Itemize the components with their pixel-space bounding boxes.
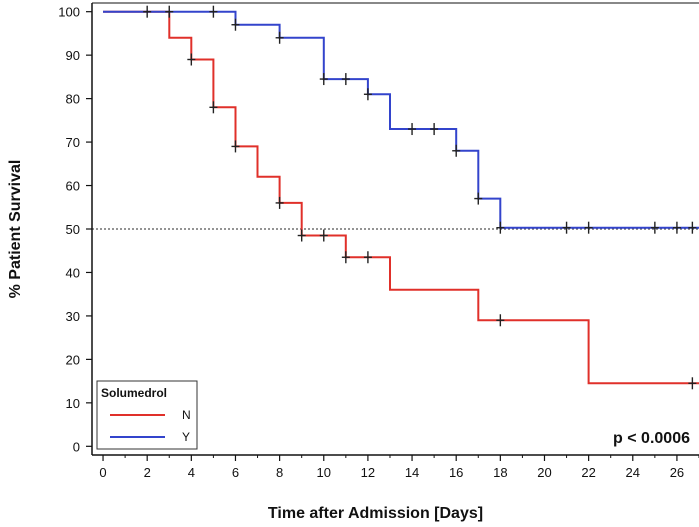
- y-tick-label: 0: [73, 439, 80, 454]
- censor-mark-y: [650, 221, 659, 234]
- x-tick-label: 2: [144, 465, 151, 480]
- y-tick-label: 40: [66, 265, 80, 280]
- censor-mark-y: [452, 144, 461, 157]
- y-tick-label: 50: [66, 222, 80, 237]
- censor-mark-n: [187, 53, 196, 66]
- censor-mark-n: [363, 251, 372, 264]
- legend-title: Solumedrol: [101, 386, 167, 400]
- censor-mark-n: [275, 196, 284, 209]
- x-tick-label: 16: [449, 465, 463, 480]
- x-tick-label: 0: [99, 465, 106, 480]
- y-tick-label: 80: [66, 92, 80, 107]
- censor-mark-y: [584, 221, 593, 234]
- censor-mark-y: [408, 123, 417, 136]
- legend-label-n: N: [182, 408, 191, 422]
- censor-mark-y: [231, 18, 240, 31]
- censor-mark-n: [297, 229, 306, 242]
- censor-mark-y: [672, 221, 681, 234]
- x-tick-label: 22: [581, 465, 595, 480]
- x-tick-label: 20: [537, 465, 551, 480]
- censor-mark-n: [231, 140, 240, 153]
- legend: Solumedrol N Y: [96, 380, 198, 450]
- x-tick-label: 10: [317, 465, 331, 480]
- censor-mark-n: [496, 314, 505, 327]
- censor-mark-y: [209, 5, 218, 18]
- x-tick-label: 26: [670, 465, 684, 480]
- censor-mark-y: [275, 31, 284, 44]
- censor-mark-y: [688, 221, 697, 234]
- x-tick-label: 18: [493, 465, 507, 480]
- y-tick-label: 90: [66, 48, 80, 63]
- series-layer: [103, 5, 699, 390]
- censor-mark-y: [474, 192, 483, 205]
- legend-label-y: Y: [182, 430, 190, 444]
- x-tick-label: 8: [276, 465, 283, 480]
- y-tick-label: 100: [58, 5, 80, 20]
- y-axis-title: % Patient Survival: [7, 160, 24, 299]
- censor-mark-n: [688, 377, 697, 390]
- y-tick-label: 60: [66, 179, 80, 194]
- censor-mark-y: [496, 221, 505, 234]
- censor-mark-y: [165, 5, 174, 18]
- censor-mark-n: [209, 101, 218, 114]
- censor-mark-y: [143, 5, 152, 18]
- series-line-n: [103, 10, 699, 385]
- series-line-y: [103, 10, 699, 229]
- y-tick-label: 70: [66, 135, 80, 150]
- censor-mark-y: [562, 221, 571, 234]
- y-tick-label: 10: [66, 396, 80, 411]
- censor-mark-n: [319, 229, 328, 242]
- x-tick-label: 4: [188, 465, 195, 480]
- x-tick-label: 24: [626, 465, 640, 480]
- y-tick-label: 20: [66, 352, 80, 367]
- censor-mark-y: [430, 123, 439, 136]
- censor-mark-n: [341, 251, 350, 264]
- ticks-layer: 0 2 4 6 8 10 12 14 16 18 20 22 24 2601020304050607080…: [58, 5, 699, 480]
- censor-mark-y: [363, 88, 372, 101]
- x-tick-label: 12: [361, 465, 375, 480]
- x-axis-title: Time after Admission [Days]: [268, 505, 483, 522]
- y-tick-label: 30: [66, 309, 80, 324]
- censor-mark-y: [319, 73, 328, 86]
- x-tick-label: 6: [232, 465, 239, 480]
- censor-mark-y: [341, 73, 350, 86]
- x-tick-label: 14: [405, 465, 419, 480]
- p-value-annotation: p < 0.0006: [613, 430, 690, 447]
